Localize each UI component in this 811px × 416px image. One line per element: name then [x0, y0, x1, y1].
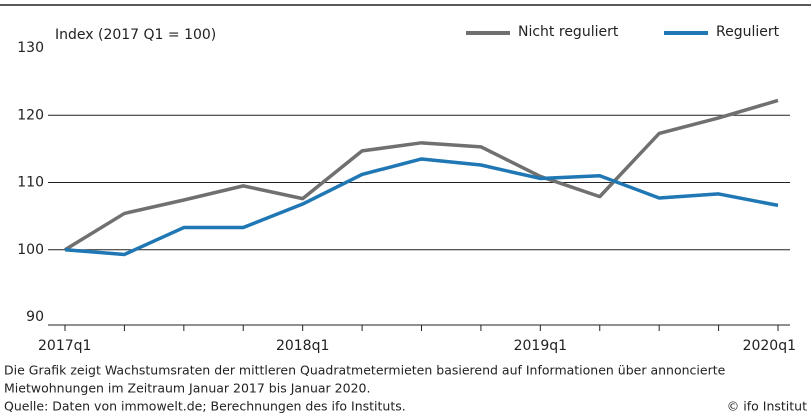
y-tick-label: 130: [17, 40, 44, 56]
y-tick-label: 90: [26, 309, 44, 325]
x-tick-label: 2019q1: [514, 338, 567, 354]
y-tick-label: 110: [17, 175, 44, 191]
legend-label: Nicht reguliert: [518, 24, 619, 40]
copyright: © ifo Institut: [727, 399, 807, 414]
line-series: [64, 157, 779, 257]
y-axis-label: Index (2017 Q1 = 100): [55, 27, 216, 43]
x-tick-label: 2017q1: [38, 338, 91, 354]
x-tick-label: 2018q1: [276, 338, 329, 354]
legend-label: Reguliert: [716, 24, 780, 40]
line-series: [64, 98, 779, 252]
x-tick-label: 2020q1: [743, 338, 796, 354]
y-tick-label: 120: [17, 107, 44, 123]
source: Quelle: Daten von immowelt.de; Berechnun…: [4, 399, 406, 414]
y-tick-label: 100: [17, 242, 44, 258]
note: Mietwohnungen im Zeitraum Januar 2017 bi…: [4, 381, 370, 396]
note: Die Grafik zeigt Wachstumsraten der mitt…: [4, 363, 726, 378]
